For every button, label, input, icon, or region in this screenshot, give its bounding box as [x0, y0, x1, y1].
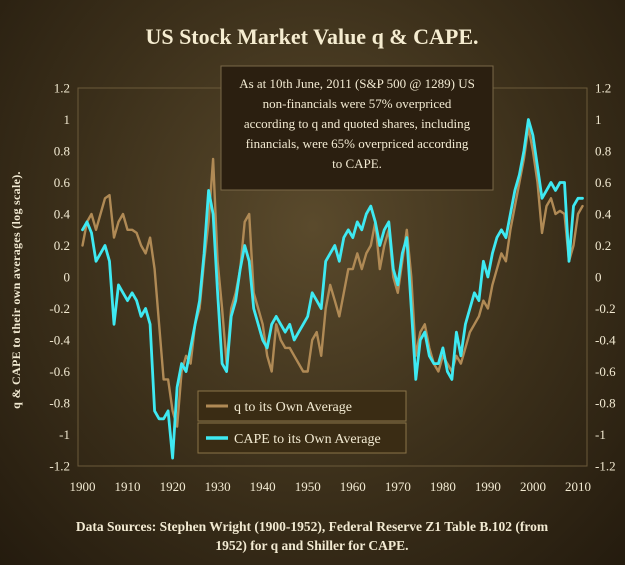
y-tick-label-right: -1.2 — [595, 459, 616, 474]
y-tick-label-right: 0.2 — [595, 238, 611, 253]
y-tick-label-left: 0.2 — [54, 238, 70, 253]
x-tick-label: 1910 — [115, 479, 141, 494]
source-note: Data Sources: Stephen Wright (1900-1952)… — [76, 519, 549, 553]
y-tick-label-left: -0.4 — [49, 333, 70, 348]
source-line: 1952) for q and Shiller for CAPE. — [215, 538, 408, 553]
y-tick-label-left: 0.4 — [54, 207, 71, 222]
series-layer — [81, 118, 584, 460]
y-tick-label-right: 0.8 — [595, 144, 611, 159]
y-axis-label: q & CAPE to their own averages (log scal… — [9, 171, 23, 409]
annotation-line: non-financials were 57% overpriced — [263, 96, 452, 111]
y-tick-label-right: -0.8 — [595, 396, 616, 411]
annotation-background — [220, 65, 494, 191]
x-tick-label: 1900 — [70, 479, 96, 494]
chart-title: US Stock Market Value q & CAPE. — [145, 24, 478, 49]
legend-label: CAPE to its Own Average — [234, 432, 381, 447]
x-tick-label: 1990 — [475, 479, 501, 494]
annotation-line: As at 10th June, 2011 (S&P 500 @ 1289) U… — [239, 76, 475, 91]
annotation-line: financials, were 65% overpriced accordin… — [246, 136, 469, 151]
y-tick-label-left: 1 — [64, 112, 71, 127]
y-tick-label-right: 0.4 — [595, 207, 612, 222]
y-tick-label-right: 0 — [595, 270, 602, 285]
y-tick-label-right: -0.6 — [595, 364, 616, 379]
y-tick-label-right: 1.2 — [595, 81, 611, 96]
x-tick-label: 2000 — [520, 479, 546, 494]
x-tick-label: 1980 — [430, 479, 456, 494]
right-y-ticks: 1.2 1 0.8 0.6 0.4 0.2 0 -0.2 -0.4 -0.6 -0.8 -1 -1.2 — [595, 81, 616, 474]
legend-box — [197, 422, 407, 454]
y-tick-label-right: -1 — [595, 427, 606, 442]
y-tick-label-left: 0.8 — [54, 144, 70, 159]
x-tick-label: 1960 — [340, 479, 366, 494]
y-tick-label-right: 0.6 — [595, 175, 612, 190]
series-line-q — [81, 126, 584, 428]
series-line-cape — [81, 118, 584, 460]
x-ticks: 1900 1910 1920 1930 1940 1950 1960 1970 1980 1990… — [70, 479, 591, 494]
y-tick-label-left: 0 — [64, 270, 71, 285]
legend-box — [197, 390, 407, 422]
source-line: Data Sources: Stephen Wright (1900-1952)… — [76, 519, 549, 534]
y-tick-label-left: 0.6 — [54, 175, 71, 190]
x-tick-label: 1950 — [295, 479, 321, 494]
y-tick-label-left: 1.2 — [54, 81, 70, 96]
y-tick-label-right: 1 — [595, 112, 602, 127]
legend-label: q to its Own Average — [234, 400, 352, 415]
annotation-line: according to q and quoted shares, includ… — [244, 116, 471, 131]
left-y-ticks: 1.2 1 0.8 0.6 0.4 0.2 0 -0.2 -0.4 -0.6 -0.8 -1 -1.2 — [49, 81, 70, 474]
annotation-text: As at 10th June, 2011 (S&P 500 @ 1289) U… — [239, 76, 475, 171]
y-tick-label-left: -0.2 — [49, 301, 70, 316]
y-tick-label-left: -1.2 — [49, 459, 70, 474]
annotation-box: As at 10th June, 2011 (S&P 500 @ 1289) U… — [220, 65, 494, 191]
legend: q to its Own Average CAPE to its Own Aver… — [197, 390, 407, 454]
annotation-line: to CAPE. — [332, 156, 382, 171]
x-tick-label: 1940 — [250, 479, 276, 494]
x-tick-label: 1970 — [385, 479, 411, 494]
y-tick-label-left: -0.6 — [49, 364, 70, 379]
y-tick-label-left: -0.8 — [49, 396, 70, 411]
x-tick-label: 2010 — [565, 479, 591, 494]
x-tick-label: 1920 — [160, 479, 186, 494]
y-tick-label-right: -0.2 — [595, 301, 616, 316]
x-tick-label: 1930 — [205, 479, 231, 494]
y-tick-label-left: -1 — [59, 427, 70, 442]
y-tick-label-right: -0.4 — [595, 333, 616, 348]
